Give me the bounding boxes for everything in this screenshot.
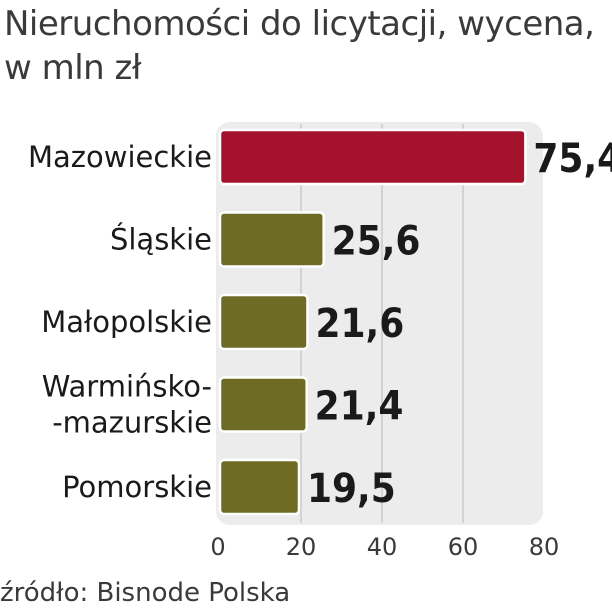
category-label-line: Pomorskie: [62, 470, 212, 504]
category-label-5: Pomorskie: [62, 470, 212, 504]
category-label-line: Małopolskie: [41, 305, 212, 339]
bars: [218, 128, 527, 516]
category-label-line: -mazurskie: [52, 406, 212, 440]
bar-2: [218, 211, 325, 268]
value-label-5: 19,5: [307, 466, 396, 512]
x-axis-ticks: 0 20 40 60 80: [210, 533, 559, 561]
bar-chart: Mazowieckie Śląskie Małopolskie Warmińsko--…: [28, 122, 612, 561]
category-label-2: Śląskie: [110, 223, 212, 257]
x-tick-label-60: 60: [448, 533, 479, 561]
category-label-4: Warmińsko--mazurskie: [42, 370, 212, 440]
value-labels: 75,4 25,6 21,6 21,4 19,5: [307, 136, 612, 512]
category-label-line: Śląskie: [110, 223, 212, 257]
x-tick-label-0: 0: [210, 533, 225, 561]
value-label-2: 25,6: [332, 219, 421, 265]
category-labels: Mazowieckie Śląskie Małopolskie Warmińsko--…: [28, 140, 212, 504]
chart-title-line-2: w mln zł: [4, 48, 142, 88]
category-label-line: Mazowieckie: [28, 140, 212, 174]
value-label-4: 21,4: [315, 384, 404, 430]
chart-title: Nieruchomości do licytacji, wycena, w ml…: [4, 2, 604, 90]
x-tick-label-80: 80: [529, 533, 560, 561]
bar-1: [218, 128, 527, 186]
bar-5: [218, 458, 301, 516]
source-note: źródło: Bisnode Polska: [0, 578, 291, 608]
value-label-3: 21,6: [315, 301, 404, 347]
category-label-line: Warmińsko-: [42, 370, 212, 404]
x-tick-label-20: 20: [286, 533, 317, 561]
bar-3: [218, 293, 309, 351]
category-label-1: Mazowieckie: [28, 140, 212, 174]
value-label-1: 75,4: [533, 136, 612, 182]
chart-title-line-1: Nieruchomości do licytacji, wycena,: [4, 4, 595, 44]
bar-4: [218, 376, 308, 433]
x-tick-label-40: 40: [367, 533, 398, 561]
category-label-3: Małopolskie: [41, 305, 212, 339]
